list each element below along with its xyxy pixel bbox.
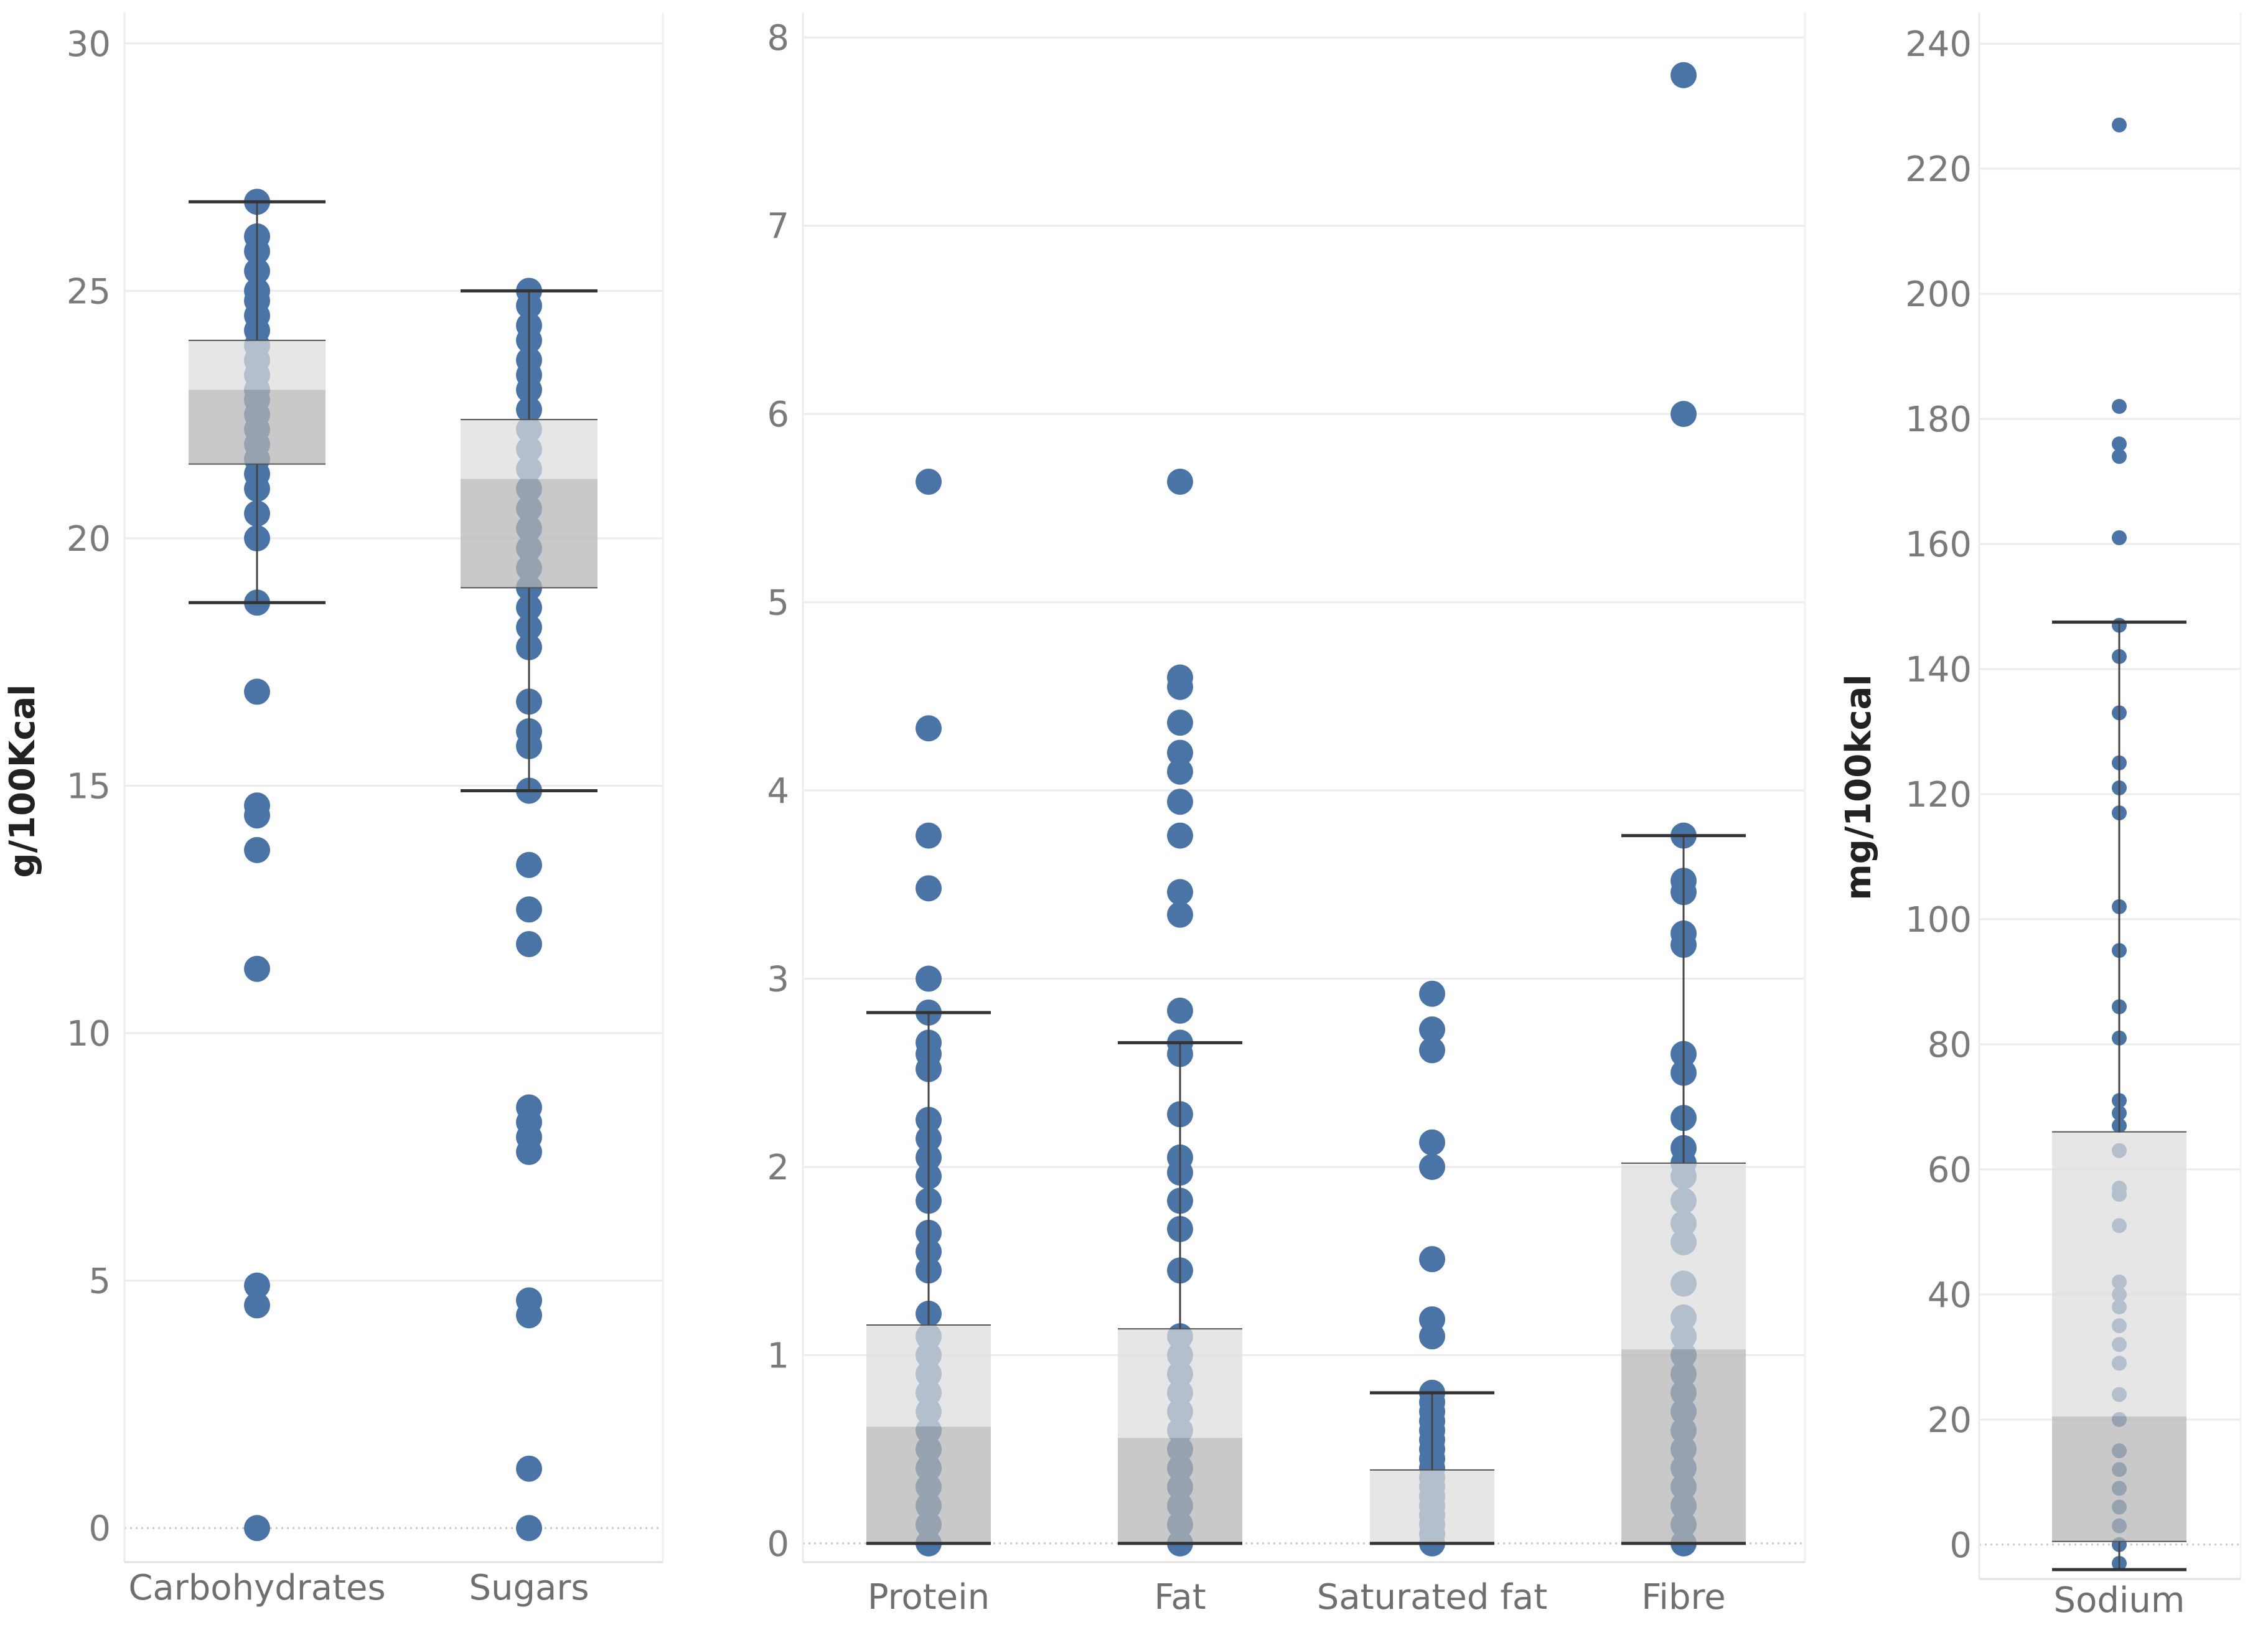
y-tick-label: 0 — [1949, 1525, 1972, 1566]
y-tick-label: 60 — [1928, 1150, 1972, 1191]
y-tick-label: 140 — [1905, 650, 1972, 690]
data-point-protein — [916, 469, 942, 495]
data-point-saturated-fat — [1419, 1129, 1445, 1156]
box-upper-saturated-fat — [1370, 1469, 1494, 1543]
data-point-fat — [1167, 822, 1193, 849]
data-point-carbohydrates — [244, 1292, 270, 1319]
panel-macronutrients: 0 5 10 15 20 25 30 g/100Kcal Carbohydrates Sugars — [2, 12, 664, 1608]
category-label-sodium: Sodium — [2054, 1580, 2185, 1621]
data-point-fat — [1167, 997, 1193, 1024]
data-point-carbohydrates — [244, 1515, 270, 1542]
data-point-saturated-fat — [1419, 1016, 1445, 1043]
data-point-sugars — [516, 1515, 542, 1542]
box-lower-fibre — [1621, 1349, 1746, 1543]
y-tick-label: 2 — [767, 1148, 789, 1188]
data-point-protein — [916, 965, 942, 992]
data-point-fibre — [1671, 62, 1697, 88]
box-upper-carbohydrates — [189, 340, 326, 390]
data-point-carbohydrates — [244, 1272, 270, 1299]
y-tick-label: 20 — [1928, 1400, 1972, 1441]
data-point-carbohydrates — [244, 836, 270, 863]
data-point-fat — [1167, 739, 1193, 766]
box-lower-sodium — [2052, 1416, 2186, 1542]
data-point-sugars — [516, 851, 542, 878]
data-point-fat — [1167, 709, 1193, 736]
y-tick-label: 200 — [1905, 274, 1972, 315]
y-tick-label: 240 — [1905, 24, 1972, 65]
y-tick-label: 5 — [767, 583, 789, 624]
category-label-fibre: Fibre — [1641, 1577, 1726, 1618]
y-tick-label: 180 — [1905, 400, 1972, 440]
data-point-fat — [1167, 664, 1193, 691]
data-point-sugars — [516, 1455, 542, 1482]
y-tick-label: 100 — [1905, 900, 1972, 940]
y-tick-label: 4 — [767, 771, 789, 812]
y-tick-label: 220 — [1905, 149, 1972, 190]
category-label-carbohydrates: Carbohydrates — [128, 1568, 385, 1608]
data-point-saturated-fat — [1419, 1153, 1445, 1180]
data-point-fat — [1167, 758, 1193, 785]
data-point-fat — [1167, 901, 1193, 928]
panel-sodium: 0 20 40 60 80 100 120 140 160 180 200 220 240 mg/100k… — [1839, 12, 2242, 1621]
box-upper-fat — [1118, 1329, 1242, 1438]
category-label-sugars: Sugars — [469, 1568, 589, 1608]
data-point-fat — [1167, 789, 1193, 815]
y-tick-label: 15 — [67, 767, 111, 807]
data-point-carbohydrates — [244, 792, 270, 819]
y-tick-label: 160 — [1905, 525, 1972, 565]
data-point-protein — [916, 875, 942, 902]
data-point-sodium — [2112, 117, 2127, 133]
y-tick-label: 0 — [767, 1524, 789, 1565]
y-tick-label: 25 — [67, 271, 111, 312]
category-label-fat: Fat — [1154, 1577, 1206, 1618]
data-point-sodium — [2112, 449, 2127, 464]
y-tick-label: 40 — [1928, 1275, 1972, 1316]
data-point-protein — [916, 822, 942, 849]
y-tick-label: 80 — [1928, 1025, 1972, 1065]
y-axis-label: mg/100kcal — [1839, 674, 1879, 900]
y-tick-label: 6 — [767, 395, 789, 435]
y-tick-label: 7 — [767, 207, 789, 247]
data-point-sugars — [516, 1094, 542, 1121]
category-label-saturated-fat: Saturated fat — [1317, 1577, 1547, 1618]
data-point-fibre — [1671, 401, 1697, 428]
data-point-saturated-fat — [1419, 980, 1445, 1007]
box-upper-sugars — [461, 419, 597, 479]
y-tick-label: 10 — [67, 1014, 111, 1054]
panel-protein-fat-fibre: 0 1 2 3 4 5 6 7 8 Protein Fat Saturated fat Fibre — [767, 12, 1806, 1618]
y-tick-label: 30 — [67, 24, 111, 65]
box-lower-fat — [1118, 1438, 1242, 1543]
box-upper-fibre — [1621, 1163, 1746, 1350]
data-point-sodium — [2112, 436, 2127, 452]
y-axis-label: g/100Kcal — [2, 684, 43, 878]
y-tick-label: 0 — [88, 1509, 111, 1549]
category-label-protein: Protein — [868, 1577, 990, 1618]
data-point-carbohydrates — [244, 955, 270, 982]
y-tick-label: 8 — [767, 18, 789, 59]
data-point-saturated-fat — [1419, 1306, 1445, 1332]
data-point-carbohydrates — [244, 678, 270, 705]
box-lower-sugars — [461, 479, 597, 588]
y-tick-label: 20 — [67, 519, 111, 560]
y-tick-label: 3 — [767, 960, 789, 1000]
box-lower-carbohydrates — [189, 390, 326, 464]
data-point-fat — [1167, 469, 1193, 495]
y-tick-label: 5 — [88, 1262, 111, 1302]
data-point-sodium — [2112, 530, 2127, 546]
box-lower-protein — [866, 1426, 991, 1543]
data-point-saturated-fat — [1419, 1037, 1445, 1064]
data-point-sugars — [516, 1287, 542, 1314]
data-point-protein — [916, 715, 942, 742]
data-point-fat — [1167, 879, 1193, 906]
y-tick-label: 120 — [1905, 775, 1972, 815]
box-upper-protein — [866, 1325, 991, 1427]
data-point-sugars — [516, 930, 542, 957]
data-point-saturated-fat — [1419, 1246, 1445, 1273]
box-upper-sodium — [2052, 1131, 2186, 1417]
data-point-sodium — [2112, 399, 2127, 414]
y-tick-label: 1 — [767, 1336, 789, 1376]
data-point-sugars — [516, 896, 542, 923]
